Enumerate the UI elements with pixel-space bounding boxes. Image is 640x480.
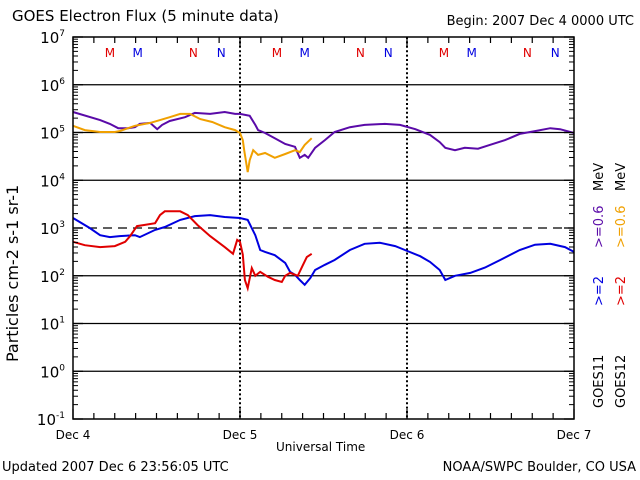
- legend-satellite-name: GOES12: [614, 354, 629, 408]
- legend-entry: MeV: [614, 162, 629, 191]
- local-time-marker: M: [105, 46, 115, 60]
- series-line: [72, 110, 575, 160]
- y-tick-base: 10: [37, 411, 56, 429]
- x-tick-label: Dec 5: [223, 428, 258, 442]
- x-tick-label: Dec 7: [557, 428, 592, 442]
- local-time-marker: N: [189, 46, 198, 60]
- local-time-marker: N: [217, 46, 226, 60]
- grid-lines: [73, 37, 574, 419]
- y-tick-label: 102: [40, 268, 65, 286]
- legend-entry: >=2: [614, 275, 629, 306]
- local-time-marker: M: [439, 46, 449, 60]
- local-time-marker: M: [467, 46, 477, 60]
- y-tick-base: 10: [40, 363, 59, 381]
- x-tick-labels: Dec 4 Dec 5 Dec 6 Dec 7: [56, 428, 592, 442]
- y-tick-base: 10: [40, 268, 59, 286]
- local-time-marker: N: [523, 46, 532, 60]
- y-tick-label: 106: [40, 77, 65, 95]
- y-tick-exponent: -1: [56, 411, 65, 421]
- y-tick-exponent: 2: [59, 268, 65, 278]
- y-tick-exponent: 3: [59, 220, 65, 230]
- y-axis-label: Particles cm-2 s-1 sr-1: [3, 184, 22, 362]
- y-tick-exponent: 0: [59, 363, 65, 373]
- y-tick-label: 10-1: [37, 411, 65, 429]
- series-line: [72, 210, 313, 293]
- local-time-marker: N: [384, 46, 393, 60]
- y-tick-label: 100: [40, 363, 65, 381]
- x-tick-label: Dec 6: [390, 428, 425, 442]
- x-tick-label: Dec 4: [56, 428, 91, 442]
- local-time-marker: M: [272, 46, 282, 60]
- legend-satellite-name: GOES11: [592, 354, 607, 408]
- updated-timestamp: Updated 2007 Dec 6 23:56:05 UTC: [2, 460, 229, 475]
- local-time-marker: N: [356, 46, 365, 60]
- y-tick-base: 10: [40, 77, 59, 95]
- y-tick-label: 107: [40, 29, 65, 47]
- legend-entry: MeV: [592, 162, 607, 191]
- axes: [72, 36, 575, 420]
- x-axis-label: Universal Time: [276, 440, 366, 454]
- local-time-marker: M: [300, 46, 310, 60]
- local-time-marker: M: [133, 46, 143, 60]
- y-tick-base: 10: [40, 29, 59, 47]
- y-tick-label: 104: [40, 172, 65, 190]
- legend-entry: >=0.6: [614, 205, 629, 248]
- y-tick-exponent: 4: [59, 172, 65, 182]
- y-tick-exponent: 5: [59, 125, 65, 135]
- y-tick-label: 101: [40, 316, 65, 334]
- series-line: [72, 112, 313, 173]
- credit-text: NOAA/SWPC Boulder, CO USA: [442, 460, 636, 475]
- local-time-marker: N: [551, 46, 560, 60]
- data-series: [72, 110, 575, 293]
- y-tick-label: 105: [40, 125, 65, 143]
- y-tick-exponent: 1: [59, 316, 65, 326]
- y-tick-base: 10: [40, 316, 59, 334]
- legend-entry: >=0.6: [592, 205, 607, 248]
- chart-title: GOES Electron Flux (5 minute data): [12, 7, 279, 25]
- y-tick-label: 103: [40, 220, 65, 238]
- y-tick-base: 10: [40, 172, 59, 190]
- y-tick-base: 10: [40, 220, 59, 238]
- y-tick-exponent: 6: [59, 77, 65, 87]
- series-line: [72, 214, 575, 287]
- legend-entry: >=2: [592, 275, 607, 306]
- y-tick-exponent: 7: [59, 29, 65, 39]
- y-tick-base: 10: [40, 125, 59, 143]
- begin-time: Begin: 2007 Dec 4 0000 UTC: [446, 14, 634, 29]
